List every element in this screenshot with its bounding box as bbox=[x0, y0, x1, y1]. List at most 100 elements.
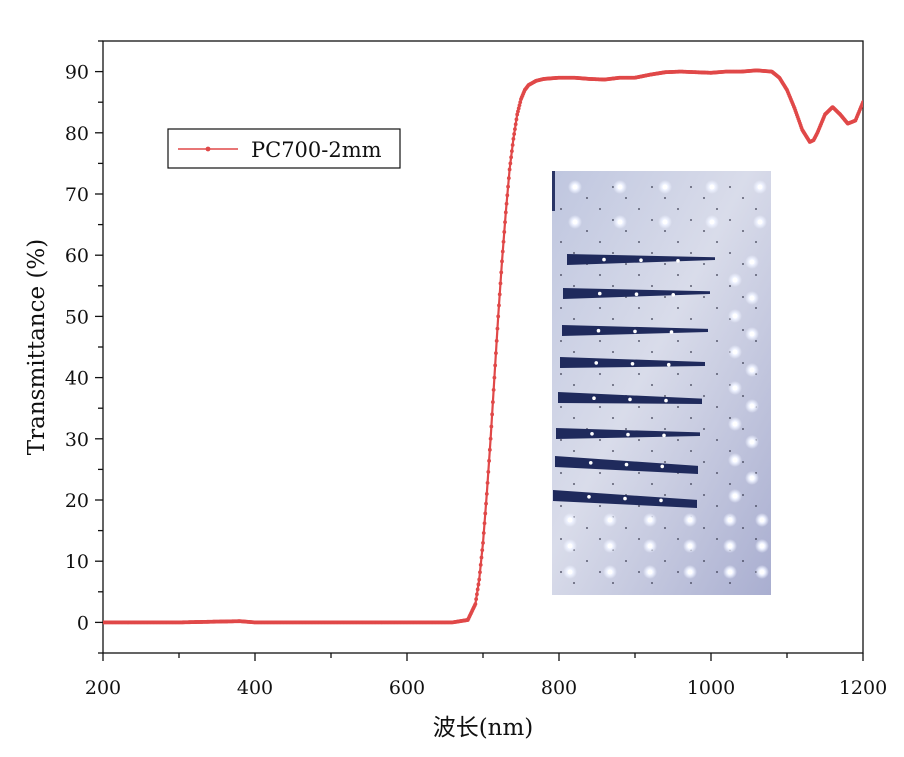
photo-pcb-dot bbox=[742, 560, 744, 562]
data-point bbox=[508, 161, 513, 166]
photo-pcb-dot bbox=[573, 582, 575, 584]
photo-pcb-dot bbox=[755, 505, 757, 507]
photo-pcb-dot bbox=[716, 505, 718, 507]
data-point bbox=[492, 375, 497, 380]
photo-pcb-dot bbox=[729, 186, 731, 188]
photo-pcb-dot bbox=[677, 373, 679, 375]
photo-led bbox=[732, 421, 738, 427]
photo-pcb-dot bbox=[703, 230, 705, 232]
photo-pcb-dot bbox=[729, 450, 731, 452]
photo-strip-led bbox=[634, 292, 639, 297]
photo-pcb-dot bbox=[651, 417, 653, 419]
data-point bbox=[477, 577, 482, 582]
photo-pcb-dot bbox=[729, 252, 731, 254]
y-axis-ticks: 0 10 20 30 40 50 60 70 80 90 bbox=[65, 40, 103, 654]
photo-pcb-dot bbox=[573, 483, 575, 485]
photo-pcb-dot bbox=[612, 318, 614, 320]
x-tick-label: 400 bbox=[237, 677, 273, 699]
data-point bbox=[496, 314, 501, 319]
photo-pcb-dot bbox=[612, 252, 614, 254]
photo-pcb-dot bbox=[612, 483, 614, 485]
photo-led bbox=[647, 543, 653, 549]
y-tick-label: 90 bbox=[65, 62, 89, 84]
y-axis-title: Transmittance (%) bbox=[24, 239, 50, 455]
photo-pcb-dot bbox=[742, 296, 744, 298]
photo-pcb-dot bbox=[638, 472, 640, 474]
photo-pcb-dot bbox=[729, 582, 731, 584]
photo-pcb-dot bbox=[612, 285, 614, 287]
photo-pcb-dot bbox=[664, 296, 666, 298]
data-point bbox=[487, 447, 492, 452]
photo-led bbox=[732, 313, 738, 319]
data-point bbox=[499, 270, 504, 275]
data-point bbox=[861, 100, 863, 105]
photo-pcb-dot bbox=[612, 450, 614, 452]
photo-strip-led bbox=[676, 259, 680, 263]
photo-strip-led bbox=[633, 329, 637, 334]
photo-pcb-dot bbox=[651, 318, 653, 320]
series-points-pc700-2mm bbox=[103, 68, 863, 625]
y-tick-label: 0 bbox=[77, 612, 89, 634]
photo-pcb-dot bbox=[560, 571, 562, 573]
data-point bbox=[474, 597, 479, 602]
photo-pcb-dot bbox=[612, 417, 614, 419]
photo-pcb-dot bbox=[664, 230, 666, 232]
y-tick-label: 10 bbox=[65, 551, 89, 573]
data-point bbox=[513, 127, 517, 132]
data-point bbox=[510, 143, 515, 147]
y-tick-label: 60 bbox=[65, 245, 89, 267]
photo-pcb-dot bbox=[586, 527, 588, 529]
data-point bbox=[491, 387, 496, 392]
photo-led bbox=[607, 517, 613, 523]
x-tick-label: 1200 bbox=[839, 677, 887, 699]
photo-led bbox=[617, 219, 623, 225]
photo-led bbox=[709, 184, 715, 190]
photo-pcb-dot bbox=[729, 219, 731, 221]
photo-pcb-dot bbox=[677, 439, 679, 441]
photo-strip-led bbox=[588, 461, 593, 465]
photo-pcb-dot bbox=[625, 296, 627, 298]
photo-pcb-dot bbox=[638, 571, 640, 573]
data-point bbox=[482, 521, 487, 526]
photo-pcb-dot bbox=[703, 263, 705, 265]
inset-photo-led-strips bbox=[552, 171, 771, 595]
photo-led bbox=[749, 259, 755, 265]
photo-pcb-dot bbox=[716, 307, 718, 309]
photo-led bbox=[732, 385, 738, 391]
photo-pcb-dot bbox=[651, 450, 653, 452]
photo-pcb-dot bbox=[560, 274, 562, 276]
photo-pcb-dot bbox=[677, 406, 679, 408]
photo-strip-led bbox=[626, 432, 630, 437]
data-point bbox=[506, 184, 510, 189]
legend-marker bbox=[205, 146, 211, 152]
data-point bbox=[478, 570, 482, 575]
photo-led bbox=[732, 493, 738, 499]
data-point bbox=[479, 555, 484, 560]
photo-pcb-dot bbox=[755, 340, 757, 342]
data-point bbox=[478, 562, 483, 567]
photo-pcb-dot bbox=[651, 582, 653, 584]
photo-pcb-dot bbox=[560, 241, 562, 243]
photo-pcb-dot bbox=[690, 186, 692, 188]
data-point bbox=[513, 122, 518, 127]
photo-led bbox=[687, 517, 693, 523]
photo-pcb-dot bbox=[573, 417, 575, 419]
photo-strip-led bbox=[628, 397, 632, 402]
photo-strip-led bbox=[660, 464, 665, 469]
photo-pcb-dot bbox=[573, 450, 575, 452]
photo-pcb-dot bbox=[625, 197, 627, 199]
photo-pcb-dot bbox=[677, 538, 679, 540]
photo-led bbox=[662, 219, 668, 225]
data-point bbox=[501, 239, 506, 244]
photo-pcb-dot bbox=[716, 340, 718, 342]
photo-pcb-dot bbox=[716, 571, 718, 573]
photo-pcb-dot bbox=[716, 538, 718, 540]
photo-pcb-dot bbox=[599, 307, 601, 309]
data-point bbox=[486, 469, 491, 474]
data-point bbox=[509, 155, 514, 160]
photo-pcb-dot bbox=[677, 241, 679, 243]
photo-pcb-dot bbox=[651, 252, 653, 254]
photo-pcb-dot bbox=[729, 285, 731, 287]
photo-strip-led bbox=[662, 433, 666, 438]
